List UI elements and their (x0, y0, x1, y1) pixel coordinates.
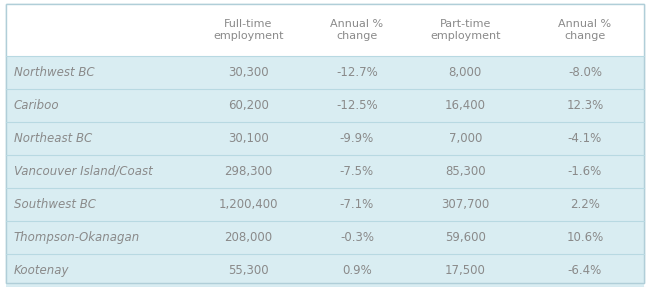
Text: 1,200,400: 1,200,400 (218, 198, 278, 211)
Text: 8,000: 8,000 (448, 66, 482, 79)
Text: Southwest BC: Southwest BC (14, 198, 96, 211)
Text: Annual %
change: Annual % change (330, 19, 383, 41)
Text: Vancouver Island/Coast: Vancouver Island/Coast (14, 165, 153, 178)
Text: -4.1%: -4.1% (568, 132, 602, 145)
Text: Annual %
change: Annual % change (558, 19, 612, 41)
Text: 30,300: 30,300 (228, 66, 268, 79)
Text: Thompson-Okanagan: Thompson-Okanagan (14, 231, 140, 244)
Bar (6, 122, 644, 155)
Bar (6, 221, 644, 254)
Text: Part-time
employment: Part-time employment (430, 19, 500, 41)
Text: Kootenay: Kootenay (14, 264, 70, 277)
Text: 85,300: 85,300 (445, 165, 486, 178)
Text: 7,000: 7,000 (448, 132, 482, 145)
Text: -7.1%: -7.1% (340, 198, 374, 211)
Bar (6, 254, 644, 287)
Text: -7.5%: -7.5% (340, 165, 374, 178)
Text: 59,600: 59,600 (445, 231, 486, 244)
Text: -9.9%: -9.9% (340, 132, 374, 145)
Text: 307,700: 307,700 (441, 198, 489, 211)
Bar (6, 89, 644, 122)
Text: -12.5%: -12.5% (336, 99, 378, 112)
Bar (6, 56, 644, 89)
Text: 60,200: 60,200 (228, 99, 269, 112)
Text: -8.0%: -8.0% (568, 66, 602, 79)
Text: 30,100: 30,100 (228, 132, 269, 145)
Text: -0.3%: -0.3% (340, 231, 374, 244)
Text: 55,300: 55,300 (228, 264, 268, 277)
Text: 17,500: 17,500 (445, 264, 486, 277)
Text: Northwest BC: Northwest BC (14, 66, 95, 79)
Text: -6.4%: -6.4% (568, 264, 602, 277)
Bar (6, 4, 644, 56)
Text: Cariboo: Cariboo (14, 99, 60, 112)
Text: 10.6%: 10.6% (566, 231, 604, 244)
Text: Northeast BC: Northeast BC (14, 132, 92, 145)
Text: 298,300: 298,300 (224, 165, 272, 178)
Text: -1.6%: -1.6% (568, 165, 602, 178)
Bar (6, 155, 644, 188)
Text: 2.2%: 2.2% (570, 198, 600, 211)
Bar (6, 188, 644, 221)
Text: Full-time
employment: Full-time employment (213, 19, 283, 41)
Text: 12.3%: 12.3% (566, 99, 604, 112)
Text: 0.9%: 0.9% (342, 264, 372, 277)
Text: -12.7%: -12.7% (336, 66, 378, 79)
Text: 208,000: 208,000 (224, 231, 272, 244)
Text: 16,400: 16,400 (445, 99, 486, 112)
